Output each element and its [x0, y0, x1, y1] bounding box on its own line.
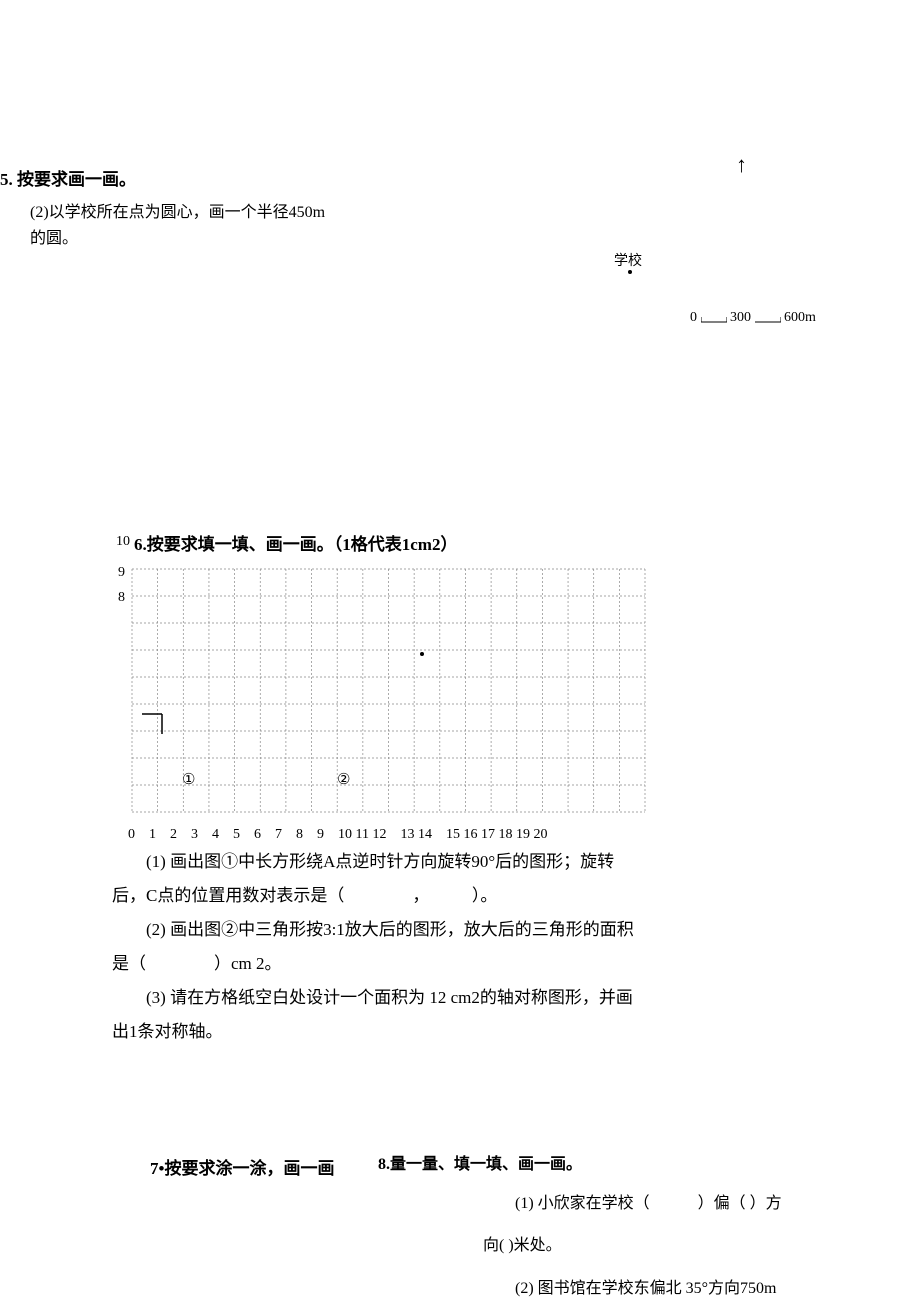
q6-p3b: 出1条对称轴。	[112, 1015, 832, 1049]
q8-p1b: 向( )米处。	[483, 1227, 893, 1265]
q6-title: 6.按要求填一填、画一画。（1格代表1cm2）	[134, 530, 832, 555]
school-label: 学校	[614, 250, 642, 270]
q7-title: 7•按要求涂一涂，画一画	[150, 1154, 334, 1179]
scale-600: 600m	[784, 310, 816, 325]
scale-segment-2-icon	[755, 313, 781, 323]
q6-p2a: (2) 画出图②中三角形按3:1放大后的图形，放大后的三角形的面积	[112, 913, 832, 947]
x-axis-labels: 0 1 2 3 4 5 6 7 8 9 10 11 12 13 14 15 16…	[128, 827, 832, 843]
q6-p2b: 是（ ）cm 2。	[112, 947, 832, 981]
q6-section: 6.按要求填一填、画一画。（1格代表1cm2） ① ② 0 1 2 3 4 5 …	[112, 530, 832, 843]
q5-title: 5. 按要求画一画。	[0, 165, 136, 190]
north-arrow-icon: ↑	[736, 152, 747, 178]
q6-p1a: (1) 画出图①中长方形绕A点逆时针方向旋转90°后的图形；旋转	[112, 845, 832, 879]
scale-segment-1-icon	[701, 313, 727, 323]
q8-title: 8.量一量、填一填、画一画。	[378, 1150, 582, 1174]
shape-1-label: ①	[182, 772, 195, 788]
shape-2-label: ②	[337, 772, 350, 788]
q6-p3a: (3) 请在方格纸空白处设计一个面积为 12 cm2的轴对称图形，并画	[112, 981, 832, 1015]
scale-300: 300	[730, 310, 751, 325]
grid-chart: ① ②	[112, 559, 712, 819]
map-scale: 0 300 600m	[690, 310, 816, 326]
q8-body: (1) 小欣家在学校（ ）偏（ ）方 向( )米处。 (2) 图书馆在学校东偏北…	[483, 1185, 893, 1312]
q8-p2: (2) 图书馆在学校东偏北 35°方向750m	[483, 1270, 893, 1308]
school-point-icon	[628, 270, 632, 274]
q8-p1: (1) 小欣家在学校（ ）偏（ ）方	[483, 1185, 893, 1223]
scale-0: 0	[690, 310, 697, 325]
q6-questions: (1) 画出图①中长方形绕A点逆时针方向旋转90°后的图形；旋转 后，C点的位置…	[112, 845, 832, 1049]
q6-p1b: 后，C点的位置用数对表示是（ ， ）。	[112, 879, 832, 913]
q5-subtext: (2)以学校所在点为圆心，画一个半径450m的圆。	[30, 200, 330, 251]
